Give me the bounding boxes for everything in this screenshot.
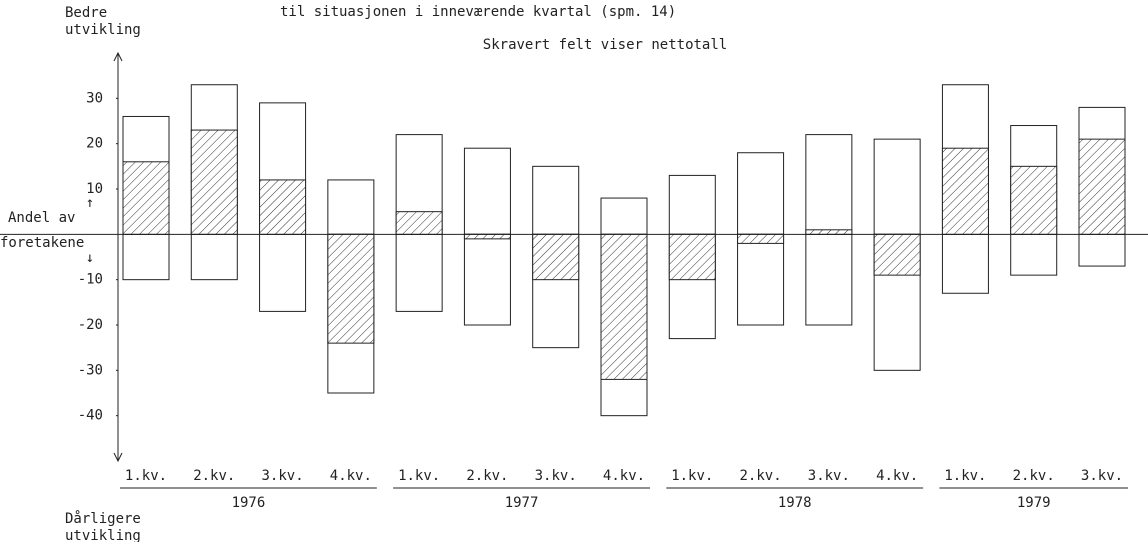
- bar: [463, 233, 511, 240]
- x-tick-label: 4.kv.: [330, 468, 372, 484]
- arrow: ↑: [86, 195, 94, 211]
- bar: [941, 233, 989, 294]
- x-tick-label: 1.kv.: [944, 468, 986, 484]
- bar: [1078, 138, 1126, 235]
- bar: [1010, 165, 1058, 235]
- bar: [259, 179, 307, 235]
- x-tick-label: 4.kv.: [876, 468, 918, 484]
- bar: [327, 233, 375, 344]
- bar: [463, 233, 511, 326]
- x-tick-label: 2.kv.: [1013, 468, 1055, 484]
- top-label: utvikling: [65, 22, 141, 38]
- y-tick-label: -10: [78, 272, 103, 288]
- y-tick-label: 30: [86, 90, 103, 106]
- y-tick-label: -20: [78, 317, 103, 333]
- bar: [941, 147, 989, 235]
- group-label: 1977: [505, 495, 539, 511]
- x-tick-label: 3.kv.: [808, 468, 850, 484]
- bar: [395, 233, 443, 312]
- bar: [668, 233, 716, 281]
- x-tick-label: 3.kv.: [261, 468, 303, 484]
- bar: [805, 134, 853, 235]
- chart-title: til situasjonen i inneværende kvartal (s…: [280, 4, 676, 20]
- bar: [327, 179, 375, 235]
- bar: [737, 233, 785, 244]
- x-tick-label: 2.kv.: [739, 468, 781, 484]
- bar: [122, 233, 170, 281]
- bar: [532, 233, 580, 281]
- bar: [190, 233, 238, 281]
- x-tick-label: 1.kv.: [398, 468, 440, 484]
- bar: [600, 233, 648, 380]
- x-tick-label: 2.kv.: [466, 468, 508, 484]
- x-tick-label: 3.kv.: [1081, 468, 1123, 484]
- bar: [668, 174, 716, 235]
- bar: [532, 165, 580, 235]
- y-tick-label: 10: [86, 181, 103, 197]
- bar: [259, 233, 307, 312]
- bar: [190, 129, 238, 235]
- bottom-label: utvikling: [65, 528, 141, 542]
- axis-arrow: [113, 51, 123, 62]
- bottom-label: Dårligere: [65, 510, 141, 527]
- y-axis-label: foretakene: [0, 235, 84, 251]
- bar: [1078, 233, 1126, 267]
- bar: [873, 138, 921, 235]
- group-label: 1978: [778, 495, 812, 511]
- arrow: ↓: [86, 250, 94, 266]
- x-tick-label: 2.kv.: [193, 468, 235, 484]
- bar: [463, 147, 511, 235]
- x-tick-label: 4.kv.: [603, 468, 645, 484]
- bar: [805, 233, 853, 326]
- x-tick-label: 3.kv.: [535, 468, 577, 484]
- bar: [600, 197, 648, 235]
- bar: [873, 233, 921, 276]
- group-label: 1976: [232, 495, 266, 511]
- y-tick-label: 20: [86, 136, 103, 152]
- x-tick-label: 1.kv.: [671, 468, 713, 484]
- bar: [122, 161, 170, 235]
- y-tick-label: -40: [78, 408, 103, 424]
- bar: [395, 211, 443, 235]
- bar: [737, 152, 785, 235]
- y-tick-label: -30: [78, 362, 103, 378]
- x-tick-label: 1.kv.: [125, 468, 167, 484]
- bar: [737, 233, 785, 326]
- bar: [805, 229, 853, 235]
- axis-arrow: [113, 452, 123, 463]
- y-axis-label: Andel av: [8, 210, 75, 226]
- group-label: 1979: [1017, 495, 1051, 511]
- chart-subtitle: Skravert felt viser nettotall: [483, 37, 727, 53]
- top-label: Bedre: [65, 5, 107, 21]
- bar: [1010, 233, 1058, 276]
